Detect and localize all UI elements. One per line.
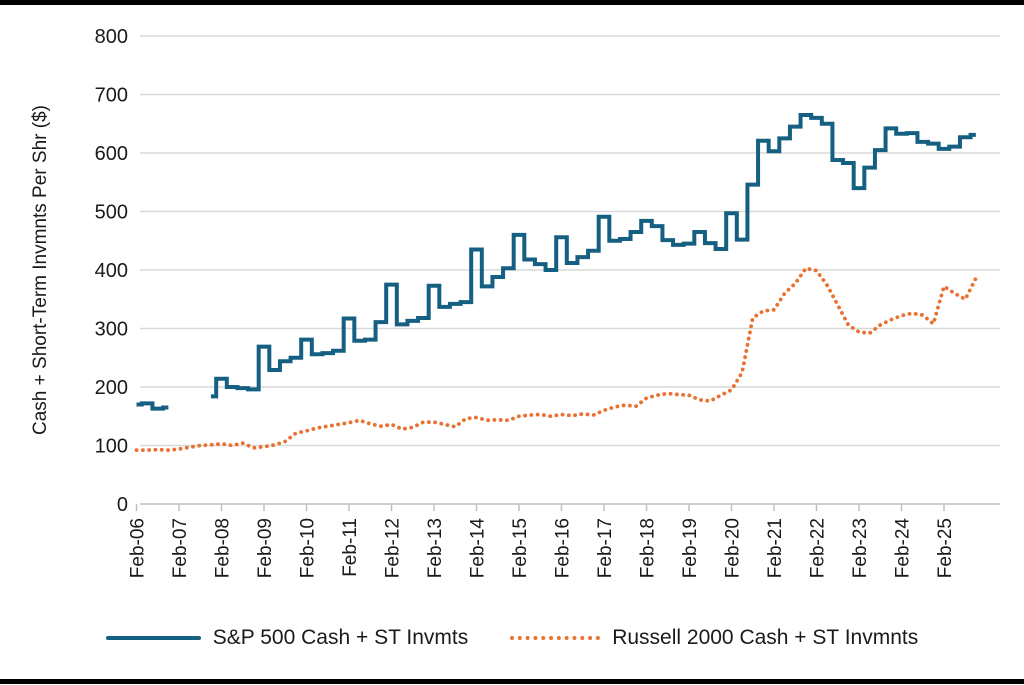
x-tick-label: Feb-14 [468, 518, 489, 579]
y-axis-title: Cash + Short-Term Invmnts Per Shr ($) [30, 105, 51, 435]
y-tick-label: 0 [117, 494, 128, 516]
sp500-legend-label: S&P 500 Cash + ST Invmts [212, 626, 469, 649]
x-tick-label: Feb-11 [340, 518, 361, 577]
x-tick-label: Feb-08 [213, 518, 234, 578]
top-border-bar [0, 0, 1024, 5]
x-tick-label: Feb-19 [680, 518, 701, 578]
x-tick-label: Feb-23 [850, 518, 871, 578]
x-tick-label: Feb-18 [638, 518, 659, 578]
x-tick-label: Feb-21 [765, 518, 786, 578]
x-tick-label: Feb-13 [425, 518, 446, 578]
y-tick-label: 400 [95, 260, 128, 282]
chart-legend: S&P 500 Cash + ST Invmts Russell 2000 Ca… [0, 618, 1024, 658]
y-tick-label: 700 [95, 85, 128, 107]
x-tick-label: Feb-06 [128, 518, 149, 578]
y-tick-label: 600 [95, 143, 128, 165]
y-tick-label: 800 [95, 26, 128, 48]
sp500-series-line [136, 112, 976, 411]
x-tick-label: Feb-15 [510, 518, 531, 578]
x-tick-label: Feb-16 [553, 518, 574, 578]
legend-item-sp500: S&P 500 Cash + ST Invmts [105, 626, 469, 650]
russell2000-dotted-swatch [510, 636, 601, 640]
russell2000-series-line [134, 266, 978, 453]
russell2000-legend-label: Russell 2000 Cash + ST Invmnts [612, 626, 919, 649]
x-tick-label: Feb-25 [935, 518, 956, 578]
x-tick-label: Feb-24 [893, 518, 914, 579]
x-tick-label: Feb-22 [808, 518, 829, 578]
x-tick-label: Feb-17 [595, 518, 616, 578]
y-tick-label: 500 [95, 202, 128, 224]
x-tick-label: Feb-10 [298, 518, 319, 578]
y-tick-label: 100 [95, 436, 128, 458]
cash-per-share-chart: 0 100 200 300 400 500 600 700 800 Cash + Short-Te… [30, 26, 1000, 579]
x-tick-label: Feb-09 [255, 518, 276, 578]
x-tick-label: Feb-07 [170, 518, 191, 578]
x-tick-label: Feb-20 [723, 518, 744, 578]
bottom-border-bar [0, 679, 1024, 684]
y-tick-label: 300 [95, 319, 128, 341]
y-tick-label: 200 [95, 377, 128, 399]
sp500-line-swatch [105, 636, 201, 640]
legend-item-russell2000: Russell 2000 Cash + ST Invmnts [510, 626, 918, 650]
x-tick-label: Feb-12 [383, 518, 404, 578]
